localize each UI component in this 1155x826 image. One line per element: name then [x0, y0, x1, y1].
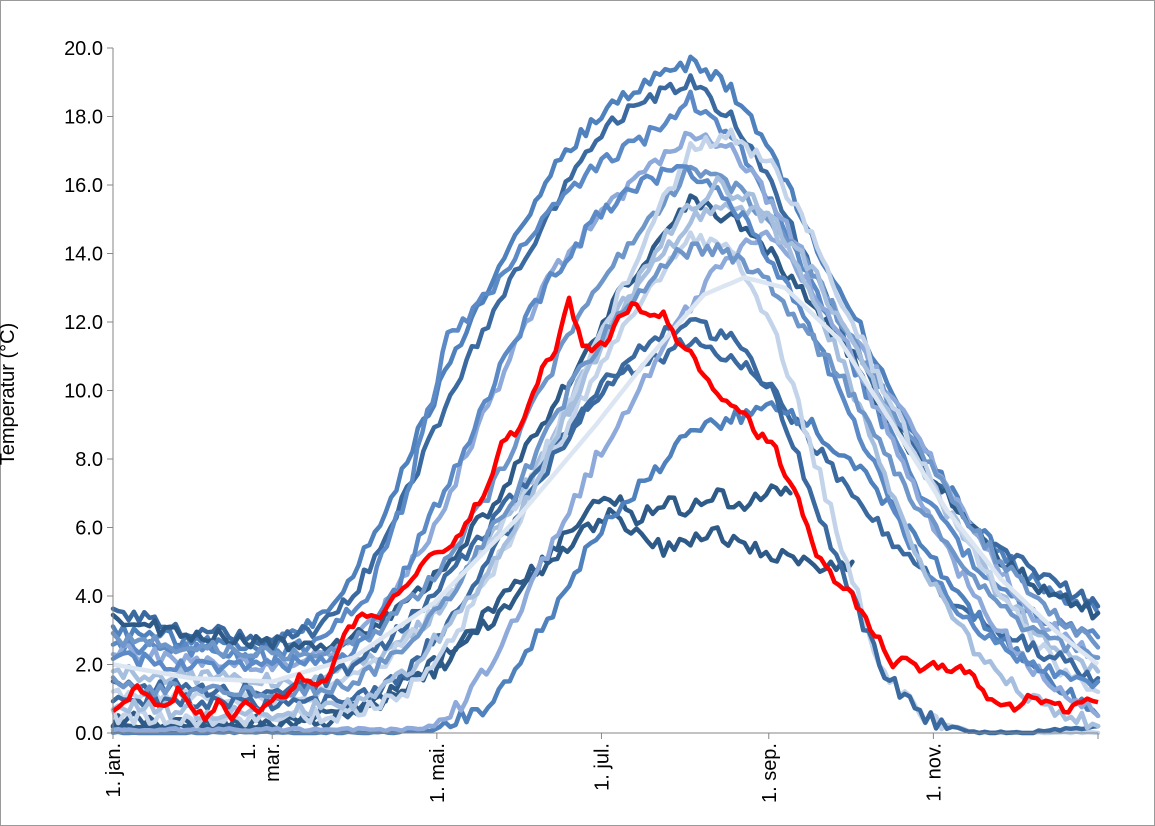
- y-tick-label: 12.0: [64, 312, 103, 334]
- y-tick-label: 18.0: [64, 107, 103, 129]
- plot-area: [110, 54, 1101, 736]
- series-line: [110, 400, 1101, 736]
- mean-series-line: [112, 275, 1100, 684]
- x-tick-label: 1. mai.: [427, 743, 449, 803]
- y-tick-label: 10.0: [64, 381, 103, 403]
- y-tick-label: 2.0: [75, 655, 103, 677]
- x-tick-label: 1. nov.: [923, 743, 945, 802]
- y-tick-label: 0.0: [75, 723, 103, 745]
- y-tick-label: 14.0: [64, 244, 103, 266]
- series-line: [110, 506, 855, 734]
- y-tick-label: 6.0: [75, 518, 103, 540]
- y-tick-label: 8.0: [75, 449, 103, 471]
- y-axis-title: Temperatur (°C): [0, 323, 19, 465]
- x-tick-label: 1. jul.: [592, 743, 614, 791]
- x-tick-label-line: 1. sep.: [759, 743, 781, 803]
- axes: 0.0 2.0 4.0 6.0 8.0 10.0 12.0 14.0 16.0 18.0 20.0 1…: [64, 38, 1099, 803]
- x-tick-label-line: 1.: [238, 743, 260, 760]
- x-tick-label-line: 1. jul.: [592, 743, 614, 791]
- x-tick-label-line: 1. mai.: [427, 743, 449, 803]
- x-tick-label: 1. mar.: [238, 743, 284, 782]
- x-tick-label-line: mar.: [262, 743, 284, 782]
- x-tick-label: 1. sep.: [759, 743, 781, 803]
- y-tick-label: 4.0: [75, 586, 103, 608]
- series-line: [110, 316, 1101, 736]
- x-tick-label: 1. jan.: [103, 743, 125, 797]
- x-tick-label-line: 1. jan.: [103, 743, 125, 797]
- series-line: [110, 130, 1101, 674]
- highlight-series-line: [111, 295, 1099, 723]
- y-tick-label: 16.0: [64, 175, 103, 197]
- series-line: [110, 229, 1101, 734]
- y-tick-label: 20.0: [64, 38, 103, 60]
- x-tick-label-line: 1. nov.: [923, 743, 945, 802]
- series-line: [110, 164, 1101, 662]
